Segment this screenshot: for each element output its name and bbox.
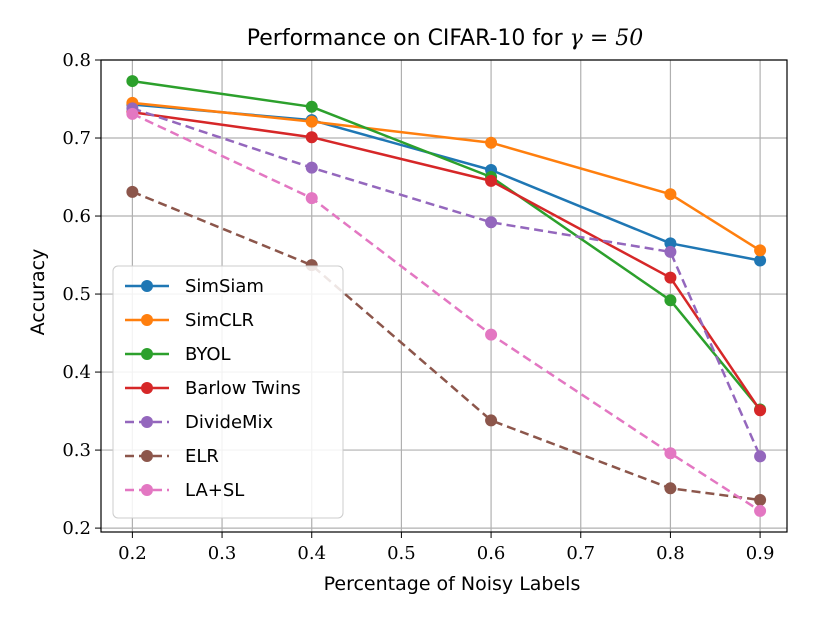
- legend-marker: [141, 484, 153, 496]
- x-tick-label: 0.2: [118, 543, 147, 564]
- data-point: [664, 245, 677, 258]
- y-tick-label: 0.4: [62, 362, 91, 383]
- data-point: [305, 115, 318, 128]
- data-point: [485, 414, 498, 427]
- y-tick-label: 0.2: [62, 518, 91, 539]
- legend-marker: [141, 382, 153, 394]
- data-point: [754, 254, 767, 267]
- data-point: [664, 237, 677, 250]
- series-line: [131, 190, 761, 502]
- data-point: [754, 504, 767, 517]
- data-point: [664, 271, 677, 284]
- data-point: [305, 100, 318, 113]
- series-dividemix: [126, 102, 767, 463]
- legend-marker: [141, 450, 153, 462]
- series-simclr: [126, 96, 767, 257]
- y-tick-label: 0.6: [62, 206, 91, 227]
- data-point: [485, 328, 498, 341]
- legend-label: SimCLR: [185, 310, 254, 331]
- series-line: [132, 103, 761, 262]
- data-point: [305, 161, 318, 174]
- x-tick-label: 0.5: [387, 543, 416, 564]
- chart-title-math: γ = 50: [570, 26, 644, 51]
- series-la-sl: [126, 107, 767, 517]
- legend-label: Barlow Twins: [185, 378, 301, 399]
- legend-marker: [141, 314, 153, 326]
- ticks: 0.2 0.3 0.4 0.5 0.6 0.7 0.8 0.9 0.2 0.3 0.4 0.5 0.6 0…: [62, 50, 774, 564]
- series-line: [132, 107, 762, 457]
- x-tick-label: 0.8: [656, 543, 685, 564]
- data-point: [754, 494, 767, 507]
- legend-box: [112, 265, 344, 519]
- x-tick-label: 0.3: [208, 543, 237, 564]
- data-point: [754, 450, 767, 463]
- x-tick-label: 0.4: [297, 543, 326, 564]
- y-tick-label: 0.7: [62, 128, 91, 149]
- data-point: [754, 244, 767, 257]
- y-tick-label: 0.8: [62, 50, 91, 71]
- data-point: [485, 174, 498, 187]
- y-axis-title: Accuracy: [27, 249, 49, 336]
- data-point: [126, 185, 139, 198]
- y-tick-label: 0.5: [62, 284, 91, 305]
- chart-title: Performance on CIFAR-10 for γ = 50: [247, 26, 643, 51]
- legend-label: LA+SL: [185, 480, 244, 501]
- legend-marker: [141, 416, 153, 428]
- series-group: [126, 75, 767, 517]
- y-tick-label: 0.3: [62, 440, 91, 461]
- data-point: [305, 192, 318, 205]
- legend-marker: [141, 348, 153, 360]
- legend-marker: [141, 280, 153, 292]
- data-point: [305, 131, 318, 144]
- legend-label: ELR: [185, 446, 219, 467]
- legend-label: BYOL: [185, 344, 231, 365]
- x-axis-title: Percentage of Noisy Labels: [324, 573, 581, 595]
- x-tick-label: 0.9: [746, 543, 775, 564]
- plot-frame: [100, 59, 788, 533]
- legend: SimSiam SimCLR BYOL Barlow Twins DivideMix EL…: [112, 265, 344, 519]
- x-tick-label: 0.6: [477, 543, 506, 564]
- data-point: [664, 188, 677, 201]
- chart-title-text: Performance on CIFAR-10 for: [247, 26, 570, 51]
- legend-label: DivideMix: [185, 412, 274, 433]
- data-point: [126, 107, 139, 120]
- data-point: [664, 482, 677, 495]
- data-point: [485, 216, 498, 229]
- data-point: [485, 136, 498, 149]
- data-point: [664, 294, 677, 307]
- data-point: [664, 447, 677, 460]
- legend-label: SimSiam: [185, 276, 264, 297]
- data-point: [754, 404, 767, 417]
- data-point: [126, 75, 139, 88]
- x-tick-label: 0.7: [566, 543, 595, 564]
